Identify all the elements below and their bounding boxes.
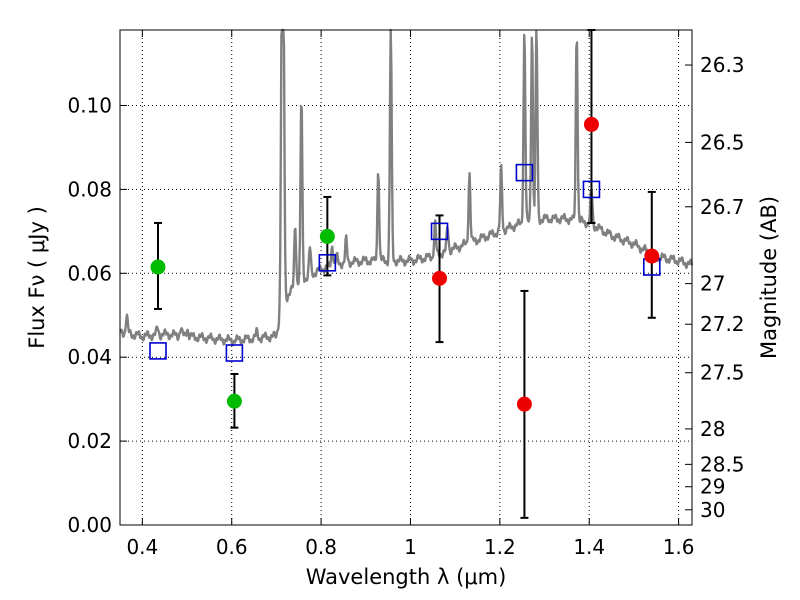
- x-tick-label: 1.6: [663, 535, 695, 559]
- x-tick-label: 0.6: [216, 535, 248, 559]
- model-photometry-square: [430, 222, 449, 241]
- y-tick-label: 0.00: [67, 513, 112, 537]
- magnitude-axis-label: Magnitude (AB): [757, 196, 781, 359]
- y-tick-label: 0.06: [67, 261, 112, 285]
- x-tick-label: 0.8: [305, 535, 337, 559]
- x-tick-label: 1.2: [484, 535, 516, 559]
- magnitude-tick-label: 27.2: [700, 312, 745, 336]
- y-tick-label: 0.04: [67, 345, 112, 369]
- y-tick-label: 0.08: [67, 177, 112, 201]
- grid-lines: [120, 30, 692, 526]
- red-data-point: [583, 116, 599, 132]
- observed-points: [150, 116, 660, 412]
- magnitude-tick-label: 26.5: [700, 130, 745, 154]
- y-axis-label: Flux Fν ( μJy ): [25, 206, 49, 349]
- magnitude-tick-label: 29: [700, 475, 725, 499]
- magnitude-tick-label: 27.5: [700, 361, 745, 385]
- x-axis-ticks: 0.4 0.6 0.8 1 1.2 1.4 1.6: [126, 30, 695, 559]
- x-tick-label: 1.4: [573, 535, 605, 559]
- magnitude-tick-label: 28.5: [700, 452, 745, 476]
- green-data-point: [226, 393, 242, 409]
- magnitude-tick-label: 26.3: [700, 53, 745, 77]
- plot-frame: [119, 29, 693, 526]
- magnitude-tick-label: 28: [700, 417, 725, 441]
- model-photometry-square: [318, 254, 337, 272]
- model-photometry-square: [225, 344, 244, 362]
- y-tick-label: 0.10: [67, 94, 112, 118]
- red-data-point: [644, 248, 660, 264]
- x-tick-label: 1: [404, 535, 417, 559]
- magnitude-tick-label: 30: [700, 498, 725, 522]
- model-spectrum: [119, 28, 694, 347]
- x-axis-label: Wavelength λ (μm): [306, 565, 507, 589]
- magnitude-tick-label: 27: [700, 272, 725, 296]
- error-bars: [153, 29, 656, 519]
- model-photometry-square: [149, 342, 167, 360]
- model-spectrum-line: [119, 28, 694, 347]
- y-axis-ticks: 0.00 0.02 0.04 0.06 0.08 0.10: [67, 94, 127, 537]
- model-photometry-square: [582, 180, 601, 199]
- red-data-point: [516, 396, 532, 412]
- y-tick-label: 0.02: [67, 429, 112, 453]
- red-data-point: [432, 270, 448, 286]
- model-photometry-square: [515, 163, 534, 182]
- x-tick-label: 0.4: [126, 535, 158, 559]
- green-data-point: [319, 228, 335, 244]
- model-photometry-points: [149, 163, 661, 362]
- magnitude-tick-label: 26.7: [700, 195, 745, 219]
- green-data-point: [150, 259, 166, 275]
